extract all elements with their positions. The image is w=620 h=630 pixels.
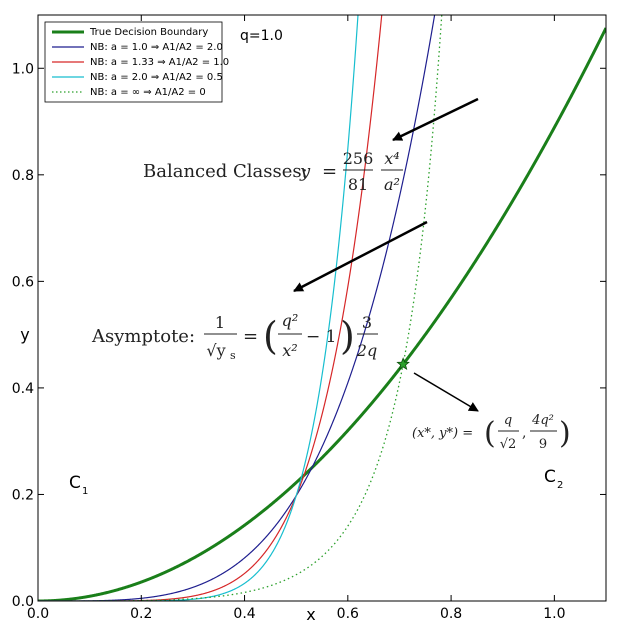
point-frac1-den: √2 [500, 437, 517, 452]
point-frac1-num: q [504, 413, 512, 428]
balanced-frac-den: a² [384, 175, 400, 194]
y-tick-label: 0.8 [12, 168, 34, 184]
annotation-point: (x*, y*) = ( q √2 , 4q² 9 ) [412, 413, 571, 452]
arrow-point [413, 372, 479, 412]
asym-minus: − 1 [306, 327, 336, 347]
legend: True Decision Boundary NB: a = 1.0 ⇒ A1/… [44, 21, 229, 103]
asym-frac3-num: 3 [362, 313, 372, 332]
asym-num: 1 [215, 313, 225, 332]
intersection-star-icon [396, 357, 410, 370]
asym-frac-den: x² [282, 341, 297, 360]
point-lhs: (x*, y*) = [412, 426, 473, 441]
class-label-c1: C 1 [69, 473, 88, 497]
legend-label-true: True Decision Boundary [89, 27, 208, 38]
asym-frac-num: q² [282, 311, 299, 330]
series-true-boundary [38, 27, 606, 601]
y-tick-label: 0.6 [12, 274, 34, 290]
balanced-eq: = [322, 161, 337, 182]
y-tick-label: 1.0 [12, 61, 34, 77]
c2-main: C [544, 467, 556, 487]
class-label-c2: C 2 [544, 467, 563, 491]
balanced-lead: Balanced Classes: [143, 161, 308, 182]
annotation-asymptote: Asymptote: 1 √y s = ( q² x² − 1 ) 3 2q [91, 311, 378, 362]
point-comma: , [522, 425, 526, 441]
x-tick-label: 0.2 [130, 606, 152, 622]
asym-den: √y [206, 341, 225, 360]
legend-label-nb1: NB: a = 1.0 ⇒ A1/A2 = 2.0 [90, 42, 223, 53]
legend-label-nb2: NB: a = 1.33 ⇒ A1/A2 = 1.0 [90, 57, 229, 68]
series-nb-a2 [38, 15, 359, 601]
intersection-marker-layer [396, 357, 410, 370]
q-value-label: q=1.0 [240, 28, 283, 44]
y-tick-label: 0.4 [12, 381, 34, 397]
x-tick-label: 0.0 [27, 606, 49, 622]
x-tick-label: 0.6 [337, 606, 359, 622]
x-tick-label: 0.4 [233, 606, 255, 622]
x-tick-label: 0.8 [440, 606, 462, 622]
arrow-balanced [392, 97, 479, 142]
point-frac2-num: 4q² [531, 413, 554, 428]
point-lparen: ( [484, 416, 496, 451]
legend-label-nb3: NB: a = 2.0 ⇒ A1/A2 = 0.5 [90, 72, 223, 83]
asym-frac3-den: 2q [356, 341, 377, 360]
asym-lead: Asymptote: [91, 326, 195, 347]
arrow-asymptote [293, 220, 428, 293]
point-rparen: ) [559, 416, 571, 451]
x-tick-label: 1.0 [543, 606, 565, 622]
c2-sub: 2 [557, 480, 563, 491]
balanced-num: 256 [343, 149, 374, 168]
c1-sub: 1 [82, 486, 88, 497]
plot-frame [37, 14, 607, 602]
balanced-frac-num: x⁴ [384, 149, 399, 168]
asym-eq: = [243, 326, 258, 347]
asym-lparen: ( [263, 314, 278, 358]
y-tick-label: 0.2 [12, 487, 34, 503]
x-axis-label: x [306, 605, 315, 624]
y-axis-label: y [20, 325, 29, 344]
point-frac2-den: 9 [539, 437, 547, 452]
axis-ticks: 0.0 0.2 0.4 0.6 0.8 1.0 0.0 0.2 0.4 0.6 0.8 1.0 [12, 15, 606, 622]
balanced-y: y [299, 161, 311, 182]
y-tick-label: 0.0 [12, 594, 34, 610]
annotation-balanced: Balanced Classes: y = 256 81 x⁴ a² [143, 149, 403, 194]
c1-main: C [69, 473, 81, 493]
asym-rparen: ) [340, 314, 355, 358]
asym-den-sub: s [230, 349, 236, 362]
legend-label-nbinf: NB: a = ∞ ⇒ A1/A2 = 0 [90, 87, 206, 98]
balanced-den: 81 [348, 175, 368, 194]
